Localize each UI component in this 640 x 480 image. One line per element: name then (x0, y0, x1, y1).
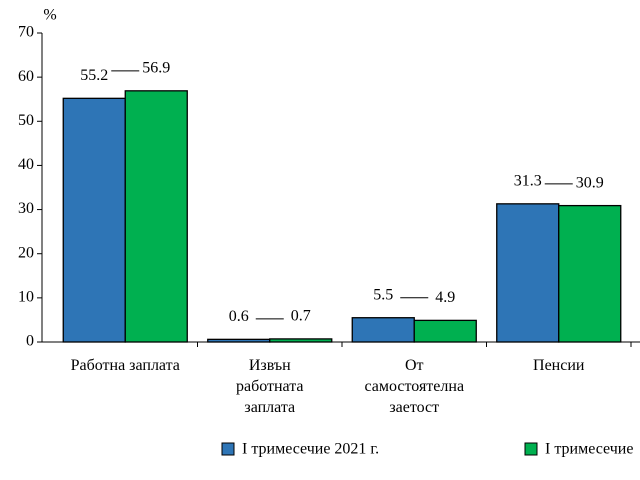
bar (558, 204, 622, 343)
value-label: 30.9 (576, 174, 604, 191)
bar (269, 338, 333, 343)
value-label: 0.7 (291, 308, 311, 325)
value-label: 5.5 (373, 286, 393, 303)
y-tick-label: 50 (18, 112, 34, 129)
value-label: 4.9 (435, 289, 455, 306)
y-unit: % (43, 7, 56, 24)
legend-swatch (221, 442, 235, 456)
y-tick-label: 70 (18, 24, 34, 41)
bar (496, 203, 560, 343)
bar (124, 90, 188, 343)
bar (351, 317, 415, 343)
legend-swatch (524, 442, 538, 456)
y-tick-label: 60 (18, 68, 34, 85)
y-tick-label: 0 (26, 333, 34, 350)
value-label: 55.2 (80, 67, 108, 84)
legend-label: I тримесечие (545, 441, 633, 458)
y-tick-label: 30 (18, 200, 34, 217)
x-tick-label: Извън работната заплата (236, 357, 304, 416)
legend-label: I тримесечие 2021 г. (242, 441, 379, 458)
y-tick-label: 20 (18, 244, 34, 261)
x-tick-label: Пенсии (533, 357, 585, 374)
value-label: 56.9 (142, 59, 170, 76)
value-label: 31.3 (514, 173, 542, 190)
x-tick-label: От самостоятелна заетост (364, 357, 464, 416)
bar (413, 319, 477, 343)
y-tick-label: 40 (18, 156, 34, 173)
bar (207, 338, 271, 343)
y-tick-label: 10 (18, 289, 34, 306)
bar (62, 97, 126, 343)
x-tick-label: Работна заплата (71, 357, 180, 374)
value-label: 0.6 (229, 308, 249, 325)
